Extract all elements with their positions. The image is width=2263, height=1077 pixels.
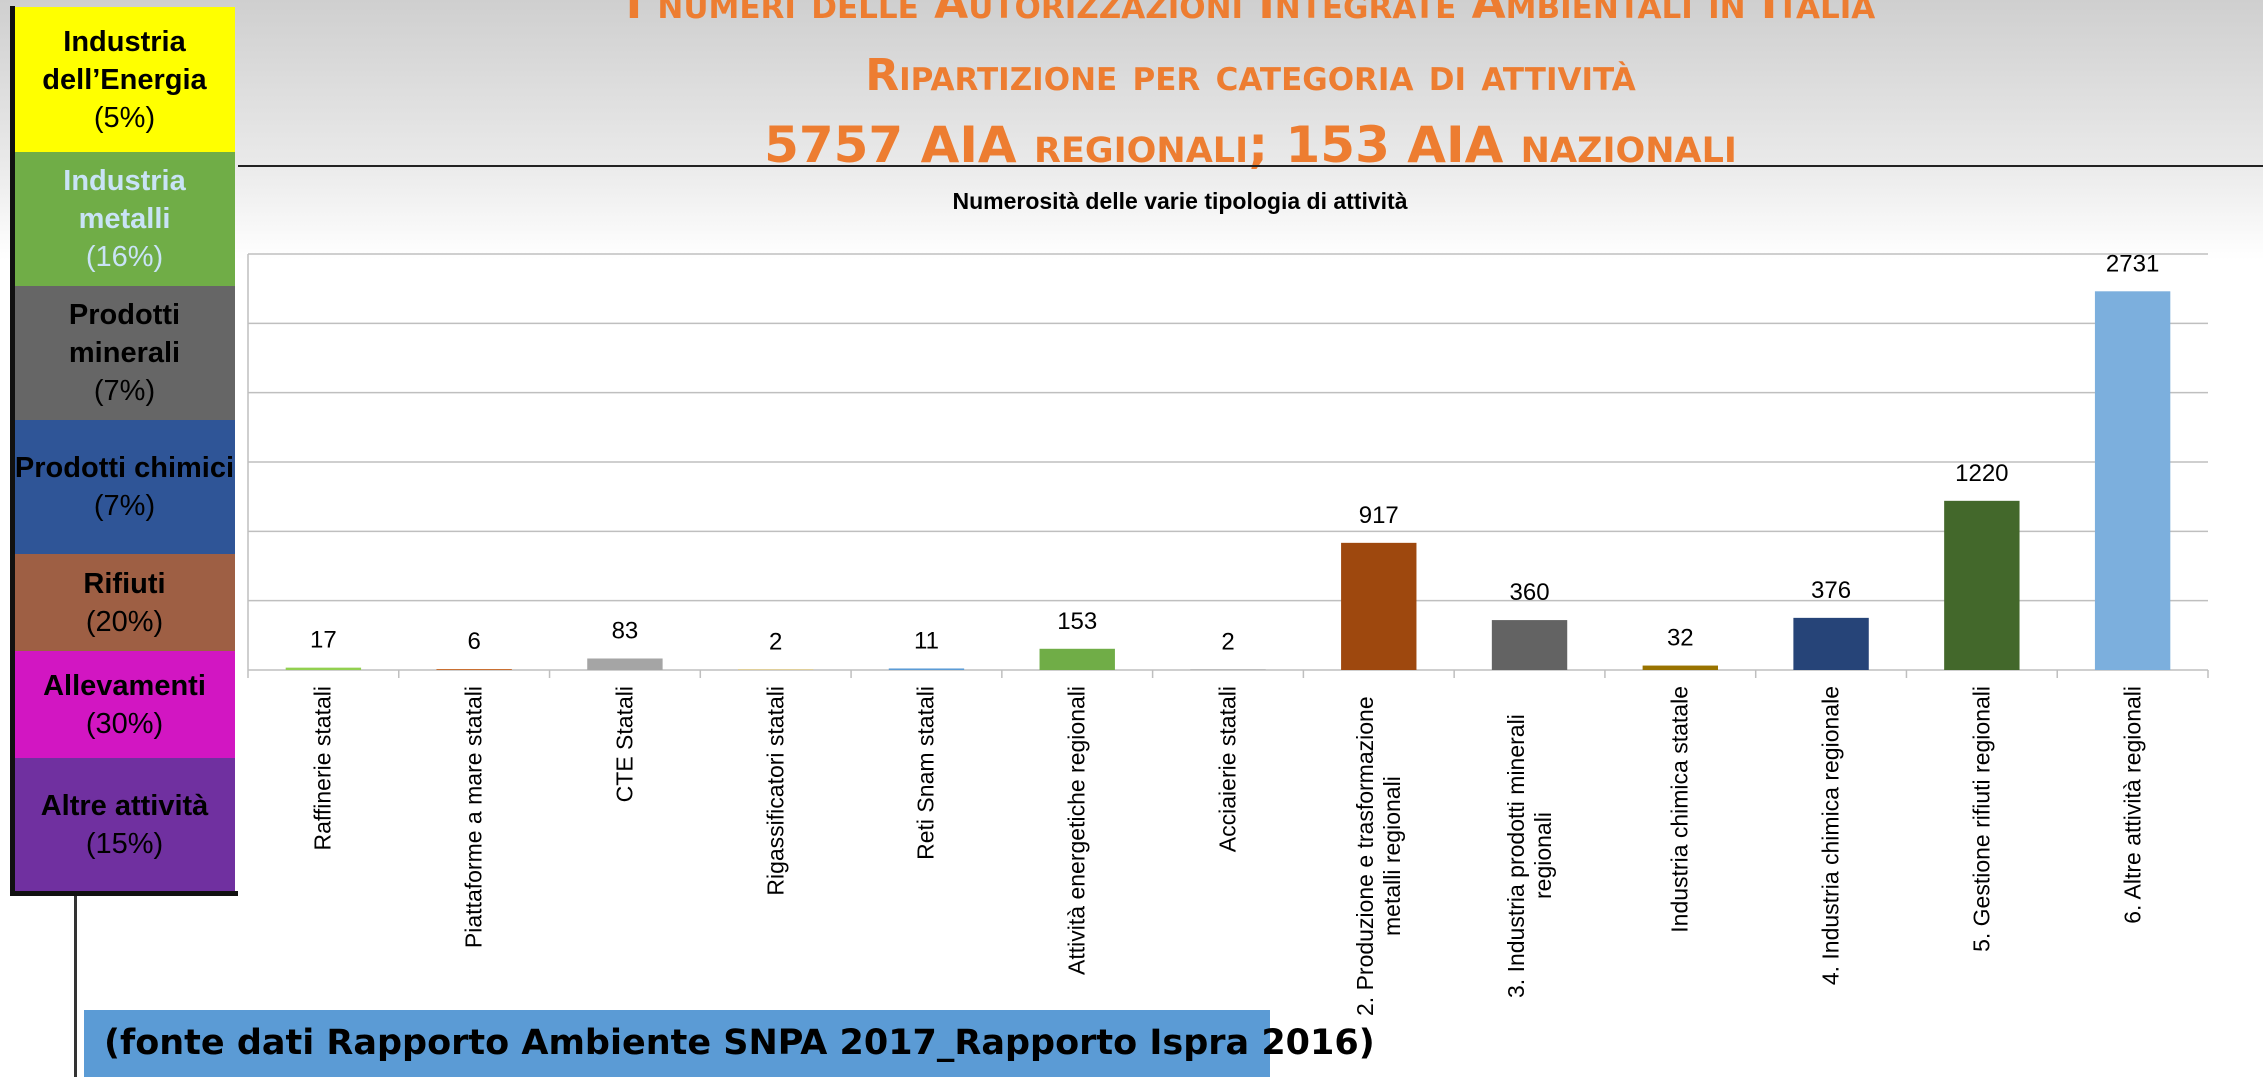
legend-box: Prodotti minerali (7%) bbox=[14, 286, 235, 420]
bar bbox=[888, 668, 965, 670]
value-label: 6 bbox=[467, 628, 480, 655]
legend-border bbox=[10, 6, 15, 896]
value-label: 153 bbox=[1057, 608, 1097, 635]
x-tick-label: Attività energetiche regionali bbox=[1063, 686, 1090, 975]
bar bbox=[1944, 500, 2020, 670]
x-tick-label: Rigassificatori statali bbox=[762, 686, 789, 896]
legend-share: (20%) bbox=[85, 605, 164, 638]
value-label: 11 bbox=[914, 627, 939, 654]
legend-share: (16%) bbox=[85, 241, 164, 273]
legend-box: Prodotti chimici (7%) bbox=[14, 420, 235, 554]
legend-share: (7%) bbox=[93, 375, 156, 407]
x-tick-label: 5. Gestione rifiuti regionali bbox=[1968, 686, 1995, 952]
bar bbox=[1491, 620, 1568, 670]
bar bbox=[1039, 648, 1115, 670]
x-tick-label: CTE Statali bbox=[611, 686, 638, 803]
x-tick-label: Piattaforme a mare statali bbox=[460, 686, 487, 949]
legend-label: Allevamenti bbox=[43, 669, 206, 702]
legend-box: Industria dell’Energia (5%) bbox=[14, 7, 235, 152]
x-tick-label: Acciaierie statali bbox=[1214, 686, 1241, 853]
bar bbox=[1642, 665, 1718, 670]
value-label: 917 bbox=[1359, 502, 1399, 529]
x-tick-label: Industria chimica statale bbox=[1666, 686, 1693, 933]
x-tick-label: 2. Produzione e trasformazione metalli r… bbox=[1351, 696, 1405, 1016]
value-label: 1220 bbox=[1955, 460, 2008, 487]
legend-box: Altre attività (15%) bbox=[14, 758, 235, 892]
value-label: 2 bbox=[1221, 629, 1234, 656]
bar bbox=[285, 667, 362, 670]
slide-title: I numeri delle Autorizzazioni Integrate … bbox=[625, 0, 1876, 29]
value-label: 376 bbox=[1811, 577, 1851, 604]
value-label: 83 bbox=[612, 617, 639, 644]
x-tick-label: Reti Snam statali bbox=[912, 686, 939, 860]
source-note: (fonte dati Rapporto Ambiente SNPA 2017_… bbox=[84, 1010, 1375, 1077]
legend-label: Altre attività bbox=[40, 790, 209, 822]
value-label: 32 bbox=[1667, 625, 1694, 652]
slide-title: Ripartizione per categoria di attività bbox=[865, 50, 1636, 101]
x-tick-label: Raffinerie statali bbox=[309, 686, 336, 851]
legend-share: (15%) bbox=[85, 828, 164, 860]
legend-share: (7%) bbox=[93, 490, 156, 522]
legend-label: Prodotti chimici bbox=[14, 452, 235, 484]
value-label: 360 bbox=[1510, 579, 1550, 606]
bar bbox=[1341, 542, 1417, 670]
side-rule bbox=[74, 895, 77, 1077]
value-label: 17 bbox=[310, 627, 337, 654]
legend-label: Prodotti minerali bbox=[68, 299, 181, 369]
legend-label: Industria metalli bbox=[63, 165, 186, 235]
x-tick-label: 6. Altre attività regionali bbox=[2119, 686, 2146, 924]
legend-box: Rifiuti (20%) bbox=[14, 554, 235, 651]
title-rule bbox=[238, 165, 2263, 167]
legend-share: (30%) bbox=[85, 707, 164, 740]
bar bbox=[1793, 617, 1869, 670]
legend-box: Industria metalli (16%) bbox=[14, 152, 235, 286]
legend-label: Industria dell’Energia bbox=[42, 25, 207, 96]
legend-share: (5%) bbox=[93, 101, 156, 134]
bar bbox=[2094, 291, 2171, 670]
value-label: 2 bbox=[769, 629, 782, 656]
legend-box: Allevamenti (30%) bbox=[14, 651, 235, 758]
bar bbox=[436, 669, 512, 670]
slide-title: 5757 AIA regionali; 153 AIA nazionali bbox=[764, 116, 1737, 174]
legend-border bbox=[10, 891, 238, 896]
value-label: 2731 bbox=[2106, 250, 2159, 277]
x-tick-label: 4. Industria chimica regionale bbox=[1817, 686, 1844, 986]
chart-title: Numerosità delle varie tipologia di atti… bbox=[952, 188, 1407, 214]
bar bbox=[587, 658, 663, 670]
legend-label: Rifiuti bbox=[83, 567, 166, 600]
x-tick-label: 3. Industria prodotti minerali regionali bbox=[1502, 714, 1556, 998]
